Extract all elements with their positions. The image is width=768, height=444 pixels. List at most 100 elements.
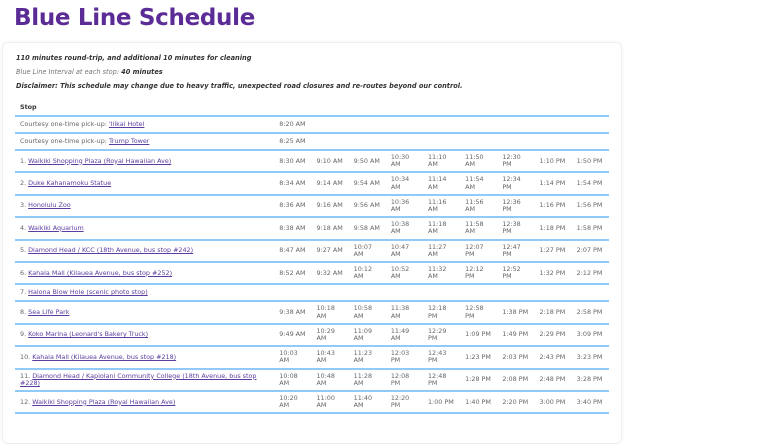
stop-cell: 11. Diamond Head / Kapiolani Community C… (15, 368, 275, 393)
time-cell: 11:56 AM (460, 194, 498, 219)
time-cell: 11:38 AM (385, 301, 423, 325)
time-cell: 10:48 AM (311, 368, 349, 393)
time-cell: 1:27 PM (534, 239, 572, 264)
time-cell: 1:49 PM (497, 323, 535, 348)
time-cell: 10:38 AM (385, 217, 423, 241)
stop-link[interactable]: Waikiki Aquarium (28, 223, 84, 232)
table-row: 2. Duke Kahanamoku Statue 8:34 AM 9:14 AM 9… (15, 172, 609, 196)
time-cell: 2:20 PM (497, 391, 535, 415)
time-cell: 9:27 AM (311, 239, 349, 264)
stop-prefix: 2. (20, 179, 29, 187)
time-cell: 11:50 AM (460, 150, 498, 174)
time-cell: 11:16 AM (422, 194, 461, 219)
time-cell: 3:09 PM (571, 323, 609, 348)
time-cell: 12:12 PM (460, 262, 498, 286)
time-cell: 9:18 AM (311, 217, 349, 241)
time-cell: 11:18 AM (422, 217, 461, 241)
stop-link[interactable]: 'Ilikai Hotel (108, 119, 145, 128)
time-cell: 10:47 AM (385, 239, 423, 264)
stop-link[interactable]: Honolulu Zoo (28, 201, 71, 210)
time-cell: 9:56 AM (348, 194, 386, 219)
stop-link[interactable]: Diamond Head / Kapiolani Community Colle… (20, 371, 257, 387)
empty-cell (460, 284, 498, 303)
time-cell: 10:52 AM (385, 262, 423, 286)
table-row: 11. Diamond Head / Kapiolani Community C… (15, 368, 609, 393)
time-cell: 10:18 AM (311, 301, 349, 325)
empty-cell (497, 284, 535, 303)
stop-cell: 9. Koko Marina (Leonard's Bakery Truck) (15, 323, 275, 348)
time-cell: 2:03 PM (497, 346, 535, 370)
stop-link[interactable]: Waikiki Shopping Plaza (Royal Hawaiian A… (28, 156, 172, 165)
time-cell: 11:09 AM (348, 323, 386, 348)
empty-cell (534, 133, 572, 151)
time-cell: 2:43 PM (534, 346, 572, 370)
time-cell: 2:48 PM (534, 368, 572, 393)
time-cell: 1:32 PM (534, 262, 572, 286)
time-cell: 12:52 PM (497, 262, 535, 286)
time-cell: 9:38 AM (274, 301, 312, 325)
stop-prefix: 11. (20, 371, 33, 380)
time-cell: 9:50 AM (348, 150, 386, 174)
time-cell: 11:40 AM (348, 391, 386, 415)
empty-cell (460, 116, 498, 134)
stop-cell: 8. Sea Life Park (15, 301, 275, 325)
time-cell: 11:49 AM (385, 323, 423, 348)
time-cell: 10:03 AM (274, 346, 312, 370)
table-row: 10. Kahala Mall (Kilauea Avenue, bus sto… (15, 346, 609, 370)
empty-cell (460, 133, 498, 151)
time-cell: 11:23 AM (348, 346, 386, 370)
stop-link[interactable]: Waikiki Shopping Plaza (Royal Hawaiian A… (32, 397, 176, 406)
time-cell: 12:36 PM (497, 194, 535, 219)
stop-prefix: 12. (20, 397, 33, 406)
stop-link[interactable]: Duke Kahanamoku Statue (28, 179, 112, 187)
table-row: 8. Sea Life Park 9:38 AM 10:18 AM 10:58 AM 1… (15, 301, 609, 325)
stop-cell: 3. Honolulu Zoo (15, 194, 275, 219)
empty-cell (422, 133, 461, 151)
stop-link[interactable]: Trump Tower (108, 136, 150, 145)
stop-link[interactable]: Diamond Head / KCC (18th Avenue, bus sto… (28, 246, 194, 255)
schedule-card: 110 minutes round-trip, and additional 1… (2, 42, 622, 444)
time-cell: 1:18 PM (534, 217, 572, 241)
stop-link[interactable]: Kahala Mall (Kilauea Avenue, bus stop #2… (28, 268, 173, 277)
empty-cell (497, 133, 535, 151)
time-cell: 9:16 AM (311, 194, 349, 219)
stop-cell: 12. Waikiki Shopping Plaza (Royal Hawaii… (15, 391, 275, 415)
table-row: 9. Koko Marina (Leonard's Bakery Truck) 9… (15, 323, 609, 348)
time-cell: 10:34 AM (385, 172, 423, 196)
stop-prefix: 3. (20, 201, 29, 210)
empty-cell (534, 284, 572, 303)
time-cell: 1:16 PM (534, 194, 572, 219)
time-cell: 9:14 AM (311, 172, 349, 196)
table-row: 6. Kahala Mall (Kilauea Avenue, bus stop… (15, 262, 609, 286)
stop-cell: 4. Waikiki Aquarium (15, 217, 275, 241)
time-cell: 1:23 PM (460, 346, 498, 370)
stop-link[interactable]: Kahala Mall (Kilauea Avenue, bus stop #2… (32, 352, 177, 361)
table-row: Courtesy one-time pick-up: Trump Tower 8:… (15, 133, 609, 151)
stop-link[interactable]: Koko Marina (Leonard's Bakery Truck) (28, 330, 149, 339)
time-cell: 10:29 AM (311, 323, 349, 348)
stop-link[interactable]: Sea Life Park (28, 308, 70, 317)
time-cell: 10:43 AM (311, 346, 349, 370)
empty-cell (348, 116, 386, 134)
interval-value: 40 minutes (121, 68, 163, 76)
empty-cell (311, 133, 349, 151)
time-cell: 11:14 AM (422, 172, 461, 196)
time-cell: 10:30 AM (385, 150, 423, 174)
time-cell: 9:10 AM (311, 150, 349, 174)
time-cell: 3:00 PM (534, 391, 572, 415)
schedule-table: Stop Courtesy one-time pick-up: 'Ilikai … (15, 99, 609, 415)
empty-cell (422, 116, 461, 134)
empty-cell (274, 284, 312, 303)
time-cell: 12:08 PM (385, 368, 423, 393)
time-cell: 3:23 PM (571, 346, 609, 370)
time-cell: 2:29 PM (534, 323, 572, 348)
stop-cell: 2. Duke Kahanamoku Statue (15, 172, 275, 196)
stop-prefix: 8. (20, 308, 29, 317)
stop-cell: 1. Waikiki Shopping Plaza (Royal Hawaiia… (15, 150, 275, 174)
table-row: 1. Waikiki Shopping Plaza (Royal Hawaiia… (15, 150, 609, 174)
stop-link[interactable]: Halona Blow Hole (scenic photo stop) (28, 288, 148, 297)
time-cell: 1:09 PM (460, 323, 498, 348)
time-cell: 12:07 PM (460, 239, 498, 264)
empty-cell (311, 284, 349, 303)
table-row: 12. Waikiki Shopping Plaza (Royal Hawaii… (15, 391, 609, 415)
